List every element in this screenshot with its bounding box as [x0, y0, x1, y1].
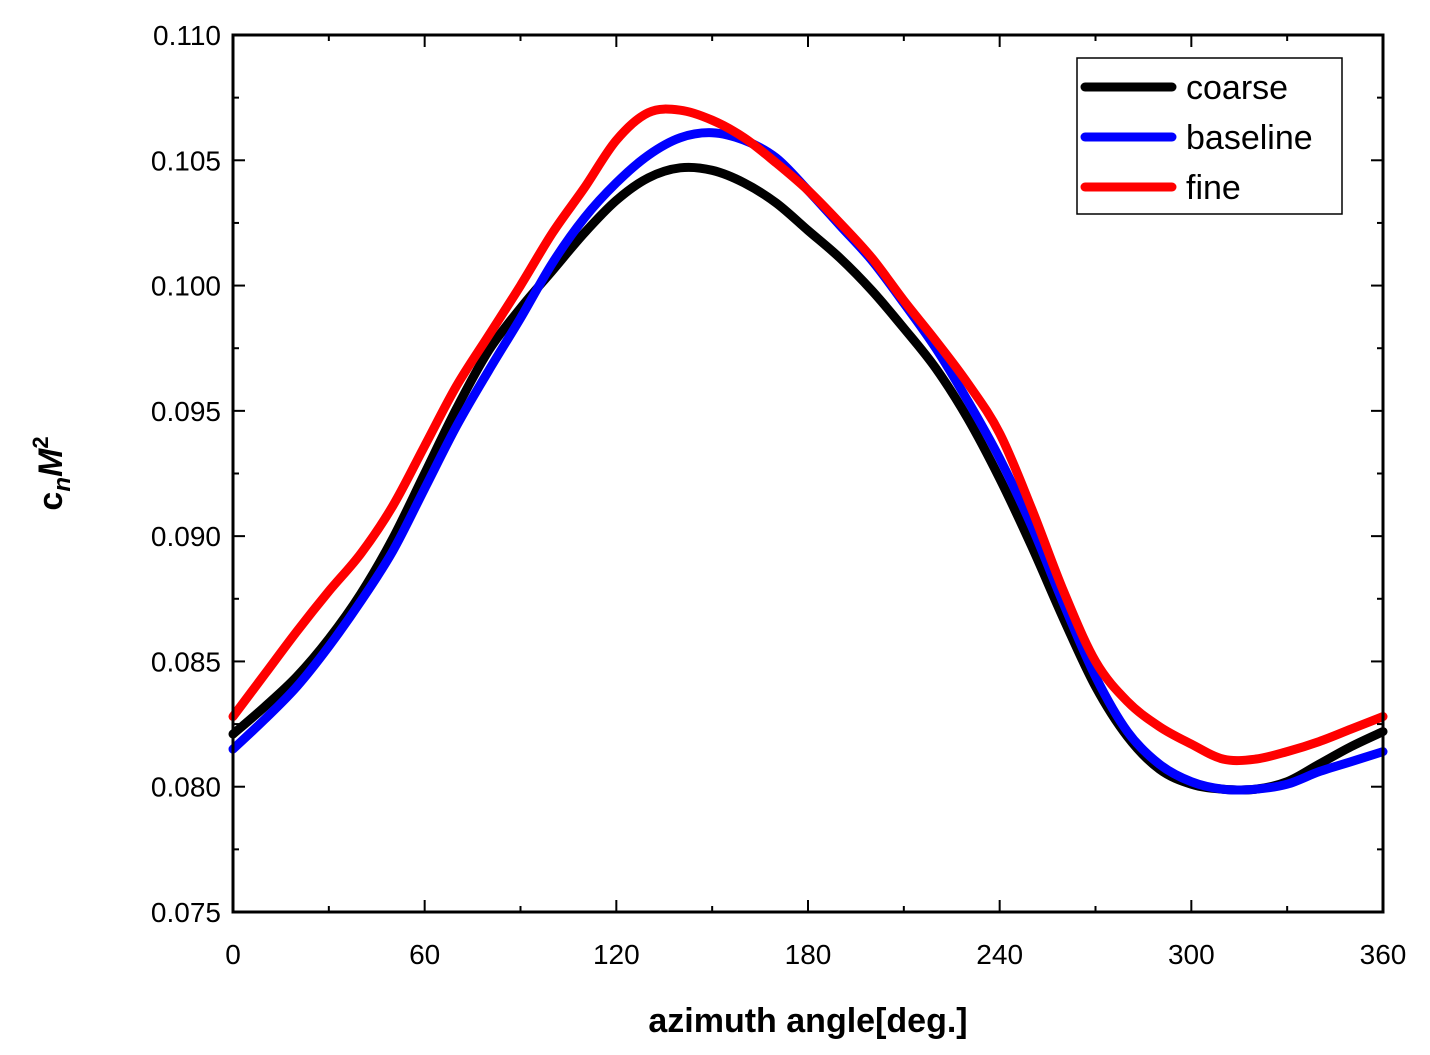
y-axis-title-mid: M	[32, 448, 70, 477]
y-axis-title-sub: n	[49, 477, 76, 492]
series-line-fine	[228, 104, 1388, 766]
legend-label-baseline: baseline	[1186, 119, 1313, 157]
y-tick-label: 0.110	[153, 20, 221, 51]
x-tick-label: 0	[225, 939, 241, 970]
x-tick-label: 360	[1360, 939, 1407, 970]
legend-label-fine: fine	[1186, 169, 1241, 207]
x-tick-label: 240	[976, 939, 1023, 970]
y-tick-label: 0.100	[151, 271, 221, 302]
y-tick-label: 0.080	[151, 772, 221, 803]
y-tick-label: 0.075	[151, 897, 221, 928]
x-tick-label: 120	[593, 939, 640, 970]
y-tick-label: 0.085	[151, 646, 221, 677]
y-tick-label: 0.090	[151, 521, 221, 552]
legend-label-coarse: coarse	[1186, 69, 1288, 107]
x-tick-label: 60	[409, 939, 440, 970]
y-tick-label: 0.105	[151, 145, 221, 176]
y-axis-title-sup: 2	[28, 436, 53, 448]
y-axis-title-base: c	[32, 492, 70, 511]
axis-ticks	[232, 34, 1384, 913]
y-axis-title: cnM2	[28, 436, 76, 510]
y-tick-label: 0.095	[151, 396, 221, 427]
x-axis-title: azimuth angle[deg.]	[648, 1002, 967, 1040]
tick-labels: 0 60 120 180 240 300 360 0.075 0.080 0.085 0.090 0.…	[151, 20, 1406, 970]
x-tick-label: 300	[1168, 939, 1215, 970]
x-tick-label: 180	[785, 939, 832, 970]
plot-lines	[228, 104, 1388, 795]
legend: coarse baseline fine	[1076, 57, 1343, 215]
